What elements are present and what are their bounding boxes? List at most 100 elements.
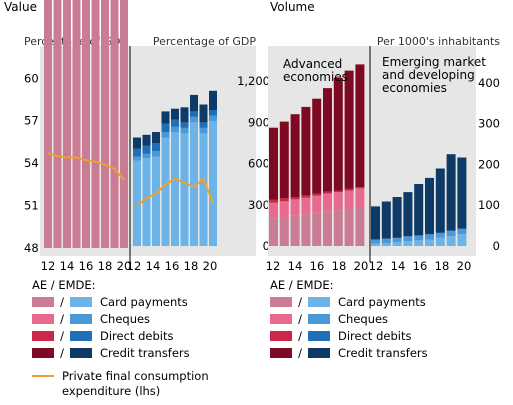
volume-x-tick-label-ae: 12 <box>266 259 281 273</box>
value-legend-card: / Card payments <box>32 295 188 309</box>
legend-swatch-ae <box>32 331 54 341</box>
volume-emde-bar-credit-transfers <box>371 243 380 246</box>
value-ae-bar-credit-transfers <box>53 0 62 248</box>
volume-ae-bar-credit-transfers <box>333 210 343 246</box>
value-emde-bar-direct-debits <box>152 151 160 157</box>
value-ae-bar-credit-transfers <box>72 0 81 248</box>
value-ae-bar-credit-transfers <box>120 0 128 248</box>
value-emde-bar-direct-debits <box>209 115 217 121</box>
value-emde-consumption-line <box>136 177 214 207</box>
volume-ae-bar-card-payments <box>269 127 278 200</box>
volume-ae-bar-direct-debits <box>269 202 278 219</box>
volume-emde-bar-card-payments <box>403 192 413 237</box>
legend-swatch-emde <box>70 297 92 307</box>
value-emde-bar-credit-transfers <box>199 133 208 246</box>
value-emde-bar-direct-debits <box>199 127 208 134</box>
value-left-tick-label: 57 <box>24 114 39 128</box>
volume-ae-bar-direct-debits <box>323 193 332 212</box>
value-left-tick-label: 54 <box>24 156 39 170</box>
value-right-tick-label: 0 <box>263 239 270 253</box>
volume-ae-bar-direct-debits <box>312 195 322 213</box>
legend-label: Direct debits <box>338 329 412 343</box>
legend-label: Cheques <box>100 312 151 326</box>
volume-ae-bar-card-payments <box>323 88 332 192</box>
volume-emde-bar-direct-debits <box>381 239 391 244</box>
legend-slash: / <box>60 312 64 326</box>
value-left-tick-label: 48 <box>24 241 39 255</box>
value-emde-bar-direct-debits <box>161 132 170 138</box>
value-ae-bar-credit-transfers <box>44 0 52 248</box>
volume-right-axis-label: Per 1000's inhabitants <box>377 35 500 48</box>
volume-x-tick-label-ae: 16 <box>310 259 325 273</box>
volume-emde-bar-direct-debits <box>371 239 380 244</box>
value-right-tick-label: 900 <box>248 115 270 129</box>
volume-ae-bar-credit-transfers <box>355 207 365 246</box>
volume-ae-bar-credit-transfers <box>323 211 332 246</box>
value-right-axis-label: Percentage of GDP <box>153 35 256 48</box>
legend-swatch-emde <box>308 314 330 324</box>
volume-right-tick-label: 0 <box>493 239 500 253</box>
volume-emde-bar-direct-debits <box>435 232 445 238</box>
volume-emde-bar-direct-debits <box>446 230 456 237</box>
volume-ae-bar-card-payments <box>355 64 365 188</box>
volume-ae-bar-credit-transfers <box>269 218 278 246</box>
value-x-tick-label-emde: 12 <box>127 259 142 273</box>
volume-legend-header: AE / EMDE: <box>270 278 334 292</box>
volume-emde-bar-card-payments <box>425 177 434 235</box>
volume-ae-bar-cheques <box>301 195 311 198</box>
volume-legend-cheques: / Cheques <box>270 312 388 326</box>
volume-ae-bar-credit-transfers <box>344 208 354 246</box>
volume-ae-bar-credit-transfers <box>279 217 289 246</box>
volume-ae-bar-cheques <box>279 198 289 202</box>
legend-label: Card payments <box>338 295 426 309</box>
value-legend-header: AE / EMDE: <box>32 278 96 292</box>
value-x-tick-label-ae: 20 <box>117 259 132 273</box>
legend-label: Credit transfers <box>338 346 428 360</box>
legend-slash: / <box>60 346 64 360</box>
volume-ae-bar-direct-debits <box>344 190 354 209</box>
legend-swatch-emde <box>308 331 330 341</box>
value-x-tick-label-emde: 18 <box>184 259 199 273</box>
volume-emde-bar-card-payments <box>446 154 456 231</box>
legend-label: Cheques <box>338 312 389 326</box>
volume-x-tick-label-emde: 14 <box>391 259 406 273</box>
volume-legend-direct-debits: / Direct debits <box>270 329 411 343</box>
volume-emde-bar-card-payments <box>371 206 380 240</box>
value-emde-bar-direct-debits <box>190 116 198 123</box>
volume-emde-bar-card-payments <box>457 157 467 229</box>
legend-swatch-ae <box>270 331 292 341</box>
value-emde-bar-credit-transfers <box>133 160 141 246</box>
volume-x-tick-label-emde: 20 <box>457 259 472 273</box>
volume-emde-bar-credit-transfers <box>392 242 402 246</box>
volume-emde-group-label: Emerging market <box>382 55 486 69</box>
legend-swatch-emde <box>70 314 92 324</box>
value-x-tick-label-ae: 18 <box>98 259 113 273</box>
volume-ae-bar-direct-debits <box>279 201 289 217</box>
volume-ae-bar-cheques <box>269 199 278 203</box>
value-emde-bar-cheques <box>142 145 151 154</box>
value-legend-cheques: / Cheques <box>32 312 150 326</box>
volume-ae-bar-cheques <box>323 191 332 194</box>
legend-swatch-emde <box>70 348 92 358</box>
legend-swatch-ae <box>32 314 54 324</box>
value-panel-title: Value <box>4 0 37 14</box>
volume-ae-bar-card-payments <box>279 121 289 199</box>
value-emde-bar-card-payments <box>209 90 217 110</box>
legend-label: Card payments <box>100 295 188 309</box>
volume-ae-bar-cheques <box>312 193 322 196</box>
volume-ae-bar-direct-debits <box>355 188 365 208</box>
legend-slash: / <box>298 295 302 309</box>
volume-emde-bar-card-payments <box>414 184 424 236</box>
value-left-tick-label: 51 <box>24 199 39 213</box>
value-emde-bar-cheques <box>190 111 198 117</box>
value-ae-bar-credit-transfers <box>110 0 119 248</box>
volume-legend-credit-transfers: / Credit transfers <box>270 346 428 360</box>
value-emde-bar-card-payments <box>133 137 141 149</box>
volume-ae-bar-credit-transfers <box>290 215 300 246</box>
value-ae-bar-credit-transfers <box>82 0 90 248</box>
value-emde-bar-direct-debits <box>180 127 189 134</box>
legend-slash: / <box>298 312 302 326</box>
volume-x-tick-label-emde: 16 <box>413 259 428 273</box>
value-emde-bar-cheques <box>171 119 179 127</box>
